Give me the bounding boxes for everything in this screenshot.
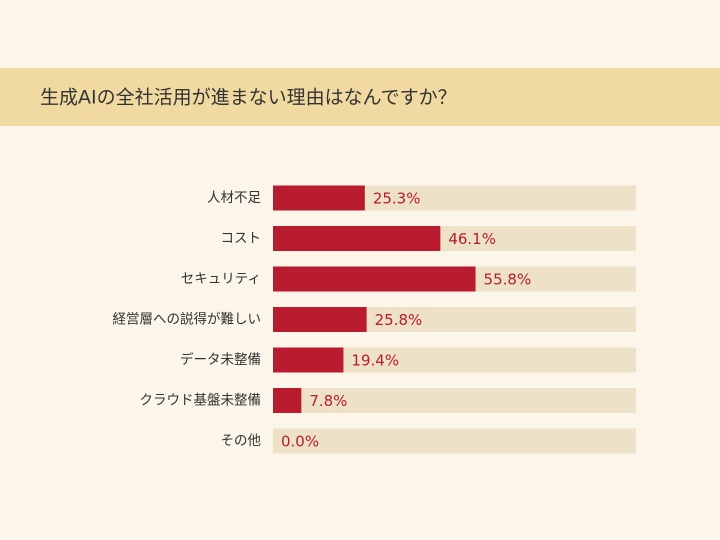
value-label: 7.8% <box>309 392 347 410</box>
header-band <box>0 68 720 126</box>
bar <box>273 307 367 332</box>
bar-track <box>273 428 636 454</box>
bar-track <box>273 388 636 413</box>
value-label: 25.8% <box>375 311 423 329</box>
category-label: 経営層への説得が難しい <box>113 311 262 328</box>
bar <box>273 226 441 251</box>
category-label: クラウド基盤未整備 <box>140 392 262 409</box>
bar <box>273 266 476 292</box>
value-label: 25.3% <box>373 190 421 208</box>
value-label: 19.4% <box>351 352 399 370</box>
chart-title: 生成AIの全社活用が進まない理由はなんですか？ <box>40 87 457 109</box>
bar <box>273 185 365 211</box>
category-label: データ未整備 <box>180 351 261 368</box>
category-label: セキュリティ <box>181 271 261 287</box>
category-label: 人材不足 <box>207 190 261 206</box>
category-label: その他 <box>221 433 262 449</box>
bar <box>273 388 302 413</box>
value-label: 46.1% <box>448 230 496 248</box>
value-label: 0.0% <box>281 433 319 451</box>
bar <box>273 347 344 373</box>
value-label: 55.8% <box>484 271 532 289</box>
category-label: コスト <box>221 231 262 247</box>
